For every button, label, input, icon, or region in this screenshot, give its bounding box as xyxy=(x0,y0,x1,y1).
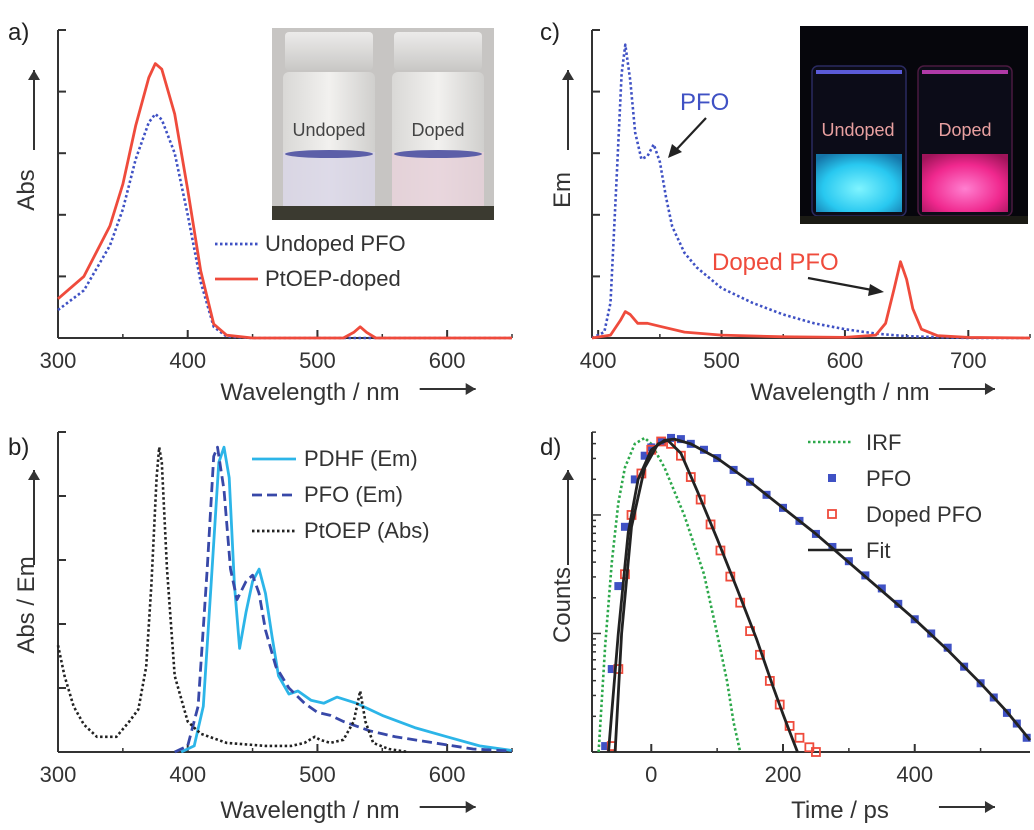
legend-label: PtOEP-doped xyxy=(265,266,401,291)
series-pfo-point xyxy=(640,451,649,460)
panel-label-b: b) xyxy=(8,434,29,461)
y-axis-arrow-head xyxy=(562,470,574,480)
vial-c-label-doped: Doped xyxy=(938,120,991,140)
panel-a-ylabel: Abs xyxy=(13,169,40,210)
panel-d-ylabel: Counts xyxy=(549,567,576,643)
series-pfo-point xyxy=(877,584,886,593)
series-undoped-pfo-line xyxy=(57,112,512,340)
legend-label: PFO xyxy=(866,466,911,491)
series-pfo-point xyxy=(943,643,952,652)
photo-c-base xyxy=(800,216,1028,224)
vial-c-undoped-rim xyxy=(816,70,902,74)
legend-label: IRF xyxy=(866,430,901,455)
series-doped-pfo-line xyxy=(591,260,1031,340)
series-pdhf-em-line xyxy=(180,445,513,754)
arrow-doped-pfo-head xyxy=(868,284,884,296)
series-pfo-point xyxy=(630,475,639,484)
arrow-doped-pfo-shaft xyxy=(807,276,873,292)
panel-b: 300 400 500 600 PDHF (Em) PFO (Em) PtOEP (Abs) xyxy=(28,431,513,813)
panel-d: 0 200 400 IRF PFO Doped PFO Fit xyxy=(562,430,1032,813)
x-tick-label: 300 xyxy=(40,762,77,787)
vial-a-doped-meniscus xyxy=(394,150,482,158)
panel-c-xlabel: Wavelength / nm xyxy=(750,379,929,406)
vial-c-doped-glow xyxy=(922,154,1008,212)
series-pfo-point xyxy=(676,435,685,444)
panel-c: 400 500 600 700 xyxy=(562,29,1031,395)
series-fit-line xyxy=(607,437,1032,753)
series-pfo-point xyxy=(647,443,656,452)
x-tick-label: 400 xyxy=(169,348,206,373)
panel-a: 300 400 500 600 Undoped PFO PtOEP-doped xyxy=(28,29,513,395)
x-tick-label: 400 xyxy=(580,348,617,373)
vial-a-doped-cap xyxy=(394,32,482,70)
x-tick-label: 200 xyxy=(765,762,802,787)
vial-a-undoped-liquid xyxy=(283,152,375,210)
series-pfo-point xyxy=(614,582,623,591)
x-tick-label: 600 xyxy=(827,348,864,373)
panel-b-ylabel: Abs / Em xyxy=(13,556,40,653)
legend-label: Undoped PFO xyxy=(265,231,406,256)
legend-label: Doped PFO xyxy=(866,502,982,527)
vial-c-doped-rim xyxy=(922,70,1008,74)
vial-c-undoped-glow xyxy=(816,154,902,212)
series-ptoep-abs-line xyxy=(56,445,409,754)
inset-photo-a: Undoped Doped xyxy=(272,28,494,220)
y-axis-arrow-head xyxy=(28,70,40,80)
legend-label: PtOEP (Abs) xyxy=(304,518,430,543)
y-axis-arrow-head xyxy=(28,470,40,480)
arrow-pfo-head xyxy=(668,144,682,158)
vial-a-undoped-cap xyxy=(285,32,373,70)
series-doped-pfo-point xyxy=(811,747,821,757)
series-pfo-em-line xyxy=(174,445,513,754)
vial-label-doped: Doped xyxy=(411,120,464,140)
x-axis-arrow-head xyxy=(984,383,995,395)
x-axis-arrow-head xyxy=(465,383,476,395)
series-irf-line xyxy=(597,436,742,753)
series-pfo-point xyxy=(667,433,676,442)
legend-label: PDHF (Em) xyxy=(304,446,418,471)
photo-a-base xyxy=(272,206,494,220)
vial-label-undoped: Undoped xyxy=(292,120,365,140)
series-pfo-point xyxy=(601,742,610,751)
x-tick-label: 0 xyxy=(645,762,657,787)
vial-a-undoped-meniscus xyxy=(285,150,373,158)
x-axis-arrow-head xyxy=(984,801,995,813)
panel-d-xlabel: Time / ps xyxy=(791,797,889,824)
annotation-pfo: PFO xyxy=(680,89,729,116)
x-tick-label: 600 xyxy=(429,762,466,787)
x-tick-label: 500 xyxy=(299,762,336,787)
y-axis-arrow-head xyxy=(562,70,574,80)
panel-label-d: d) xyxy=(540,434,561,461)
annotation-doped-pfo: Doped PFO xyxy=(712,249,839,276)
x-tick-label: 400 xyxy=(169,762,206,787)
series-pfo-point xyxy=(607,665,616,674)
legend-label: PFO (Em) xyxy=(304,482,403,507)
x-axis-arrow-head xyxy=(465,801,476,813)
series-pfo-line xyxy=(591,43,1030,340)
x-tick-label: 400 xyxy=(896,762,933,787)
x-tick-label: 500 xyxy=(703,348,740,373)
legend-swatch xyxy=(827,509,837,519)
vial-c-label-undoped: Undoped xyxy=(821,120,894,140)
x-tick-label: 600 xyxy=(429,348,466,373)
x-tick-label: 500 xyxy=(299,348,336,373)
vial-a-doped-liquid xyxy=(392,152,484,210)
x-tick-label: 300 xyxy=(40,348,77,373)
panel-b-xlabel: Wavelength / nm xyxy=(220,797,399,824)
arrow-pfo-shaft xyxy=(675,117,707,151)
x-tick-label: 700 xyxy=(950,348,987,373)
series-fit-doped-pfo-line xyxy=(613,438,799,753)
series-doped-pfo-point xyxy=(794,732,805,743)
legend-swatch xyxy=(828,474,836,482)
series-pfo-point xyxy=(620,522,629,531)
panel-c-ylabel: Em xyxy=(549,172,576,208)
panel-a-xlabel: Wavelength / nm xyxy=(220,379,399,406)
inset-photo-c: Undoped Doped xyxy=(800,26,1028,224)
panel-label-c: c) xyxy=(540,19,560,46)
series-ptoep-doped-line xyxy=(57,62,512,340)
panel-label-a: a) xyxy=(8,19,29,46)
legend-label: Fit xyxy=(866,538,890,563)
annotation-arrows xyxy=(668,117,884,296)
